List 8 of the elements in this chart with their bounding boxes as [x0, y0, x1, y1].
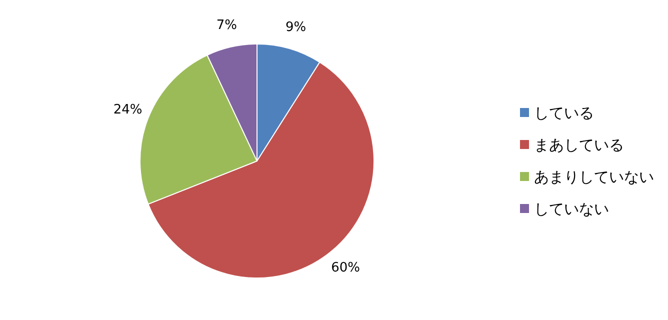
data-label: 7%	[216, 18, 237, 33]
legend-label: している	[534, 104, 594, 122]
legend-label: していない	[534, 200, 609, 218]
legend-label: あまりしていない	[534, 168, 654, 186]
data-label: 9%	[285, 20, 306, 36]
legend-label: まあしている	[534, 136, 624, 154]
data-label: 24%	[113, 102, 142, 118]
data-label: 60%	[331, 260, 360, 276]
